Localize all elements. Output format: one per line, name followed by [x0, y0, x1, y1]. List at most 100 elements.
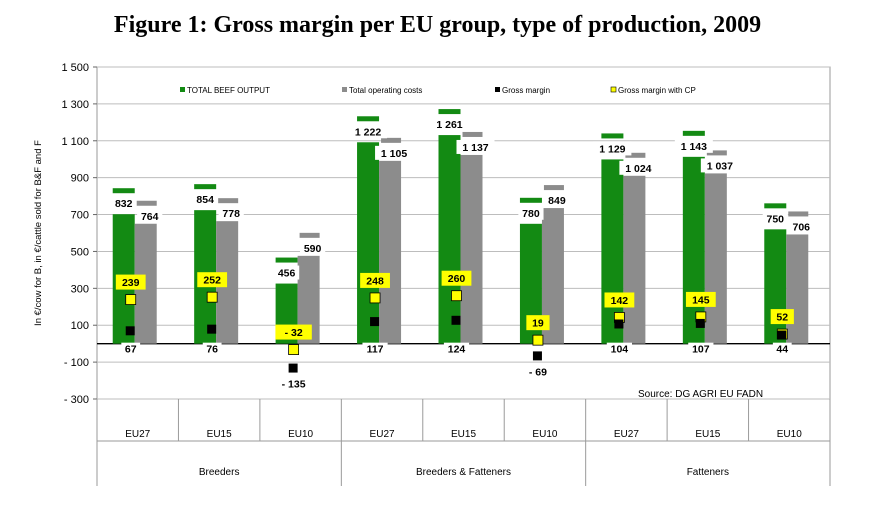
data-label-box: [788, 219, 814, 234]
data-label-total-beef-output: 1 129: [599, 143, 625, 155]
y-tick-label: - 300: [64, 394, 89, 406]
y-tick-label: 100: [71, 320, 89, 332]
data-label-total-operating-costs: 764: [141, 211, 159, 223]
data-label-box: [192, 192, 218, 207]
y-tick-label: 1 100: [61, 136, 89, 148]
data-label-box: [674, 138, 713, 153]
y-tick-label: 700: [71, 210, 89, 222]
bar-total-operating-costs: [786, 234, 809, 344]
data-label-gross-margin: 44: [776, 344, 788, 356]
marker-gross-margin-with-cp: [206, 291, 218, 303]
data-label-box-cp: [441, 270, 472, 286]
bar-cap-total-operating-costs: [218, 198, 239, 204]
bar-cap-total-beef-output: [438, 109, 461, 115]
data-label-box: [700, 158, 739, 173]
data-label-box: [688, 342, 714, 356]
bar-total-operating-costs: [541, 208, 564, 344]
marker-gross-margin: [451, 315, 461, 325]
bar-cap-total-operating-costs: [136, 200, 157, 206]
x-group-label: Breeders & Fatteners: [416, 467, 511, 478]
data-label-gross-margin-with-cp: 19: [532, 318, 544, 330]
x-tick-label: EU27: [370, 429, 395, 440]
bar-total-beef-output: [438, 135, 461, 344]
data-label-gross-margin: 117: [367, 344, 384, 356]
bar-cap-total-operating-costs: [706, 150, 727, 156]
x-tick-label: EU15: [695, 429, 720, 440]
data-label-gross-margin: 104: [611, 344, 629, 356]
bar-total-operating-costs: [134, 223, 157, 344]
data-label-gross-margin: 76: [206, 344, 218, 356]
data-label-box-cp: [360, 272, 390, 288]
data-label-gross-margin-with-cp: 145: [692, 294, 710, 306]
data-label-total-operating-costs: 1 024: [625, 163, 651, 175]
data-label-box-cp: [526, 315, 550, 331]
data-label-box: [300, 240, 326, 255]
data-label-box: [522, 365, 554, 379]
data-label-box-cp: [685, 291, 716, 307]
chart-title: Figure 1: Gross margin per EU group, typ…: [113, 12, 762, 38]
data-label-total-beef-output: 750: [767, 213, 785, 225]
bar-total-operating-costs: [379, 160, 402, 344]
marker-gross-margin: [288, 363, 298, 373]
data-label-box: [443, 342, 470, 356]
data-label-total-beef-output: 1 261: [436, 119, 462, 131]
x-tick-label: EU10: [288, 429, 313, 440]
data-label-box: [619, 160, 658, 175]
data-label-box: [137, 208, 163, 223]
marker-gross-margin-with-cp: [451, 290, 462, 302]
bar-cap-total-operating-costs: [299, 232, 320, 238]
bar-total-operating-costs: [623, 175, 646, 344]
data-label-box: [456, 139, 495, 154]
data-label-box: [121, 342, 141, 356]
y-tick-label: 1 500: [61, 62, 89, 74]
data-label-total-operating-costs: 849: [548, 195, 566, 207]
bar-total-beef-output: [764, 229, 787, 344]
marker-gross-margin: [614, 319, 624, 329]
data-label-box: [544, 193, 570, 208]
data-label-gross-margin: 107: [692, 344, 710, 356]
data-label-box: [274, 265, 300, 280]
legend-swatch: [495, 87, 500, 92]
x-tick-label: EU15: [207, 429, 232, 440]
data-label-gross-margin: - 69: [529, 366, 547, 378]
legend-label: Gross margin with CP: [618, 86, 696, 95]
data-label-total-beef-output: 854: [196, 194, 214, 206]
x-group-label: Breeders: [199, 467, 240, 478]
marker-gross-margin: [207, 324, 217, 334]
data-label-total-operating-costs: 1 137: [462, 142, 488, 154]
bar-cap-total-operating-costs: [625, 152, 646, 158]
marker-gross-margin: [695, 318, 705, 328]
data-label-gross-margin: - 135: [282, 379, 306, 391]
data-label-total-operating-costs: 590: [304, 243, 322, 255]
data-label-box: [606, 342, 632, 356]
x-tick-label: EU15: [451, 429, 476, 440]
legend-label: Gross margin: [502, 86, 550, 95]
data-label-gross-margin-with-cp: 142: [611, 295, 629, 307]
bar-cap-total-operating-costs: [543, 185, 564, 191]
data-label-gross-margin: 67: [125, 344, 137, 356]
x-tick-label: EU10: [532, 429, 557, 440]
data-label-box-cp: [770, 309, 794, 325]
marker-gross-margin: [532, 351, 542, 361]
data-label-gross-margin-with-cp: 248: [366, 275, 384, 287]
x-tick-label: EU27: [125, 429, 150, 440]
bar-cap-total-beef-output: [194, 184, 217, 190]
y-tick-label: 1 300: [61, 99, 89, 111]
y-tick-label: - 100: [64, 357, 89, 369]
data-label-box: [362, 342, 388, 356]
marker-gross-margin-with-cp: [369, 292, 381, 304]
marker-gross-margin-with-cp: [532, 334, 544, 346]
data-label-box: [518, 205, 544, 220]
y-tick-label: 300: [71, 283, 89, 295]
data-label-total-beef-output: 456: [278, 268, 296, 280]
data-label-box: [274, 377, 313, 391]
bar-cap-total-beef-output: [112, 188, 135, 194]
data-label-total-beef-output: 1 143: [681, 141, 707, 153]
bar-cap-total-beef-output: [682, 130, 705, 136]
y-axis-title: In €/cow for B, in €/cattle sold for B&F…: [33, 140, 44, 326]
marker-gross-margin: [125, 326, 135, 336]
legend-swatch: [342, 87, 347, 92]
data-label-box: [218, 206, 244, 221]
legend-swatch: [610, 86, 617, 93]
